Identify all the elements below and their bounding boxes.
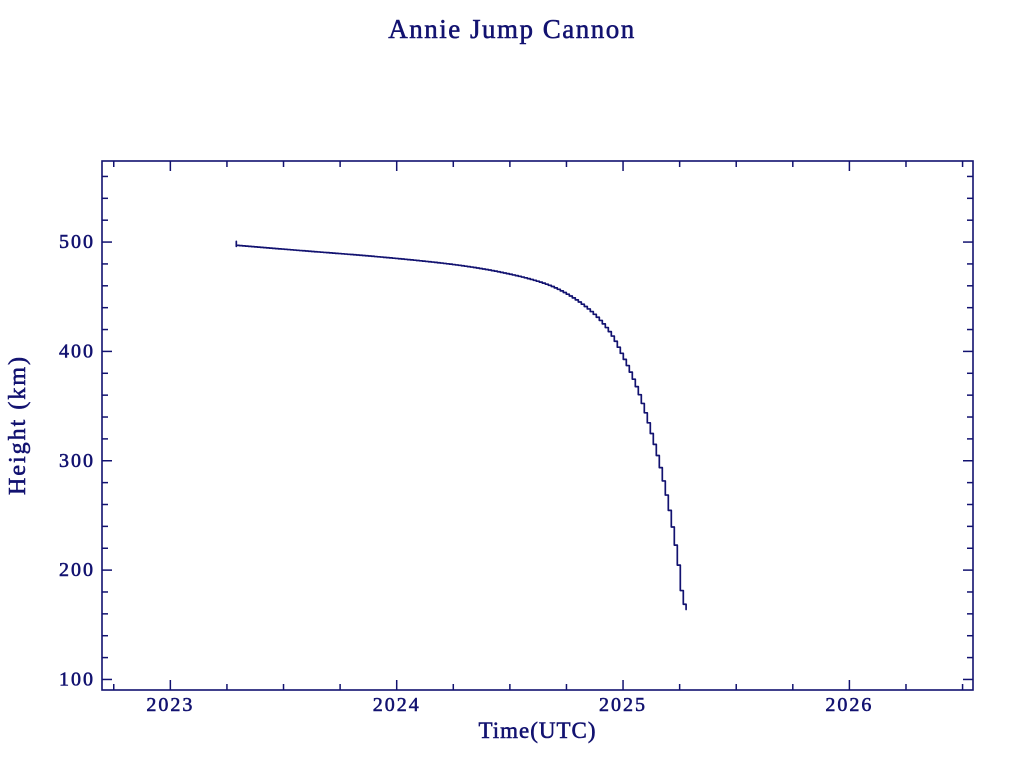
svg-text:Annie Jump Cannon: Annie Jump Cannon	[388, 14, 636, 44]
svg-text:500: 500	[59, 231, 95, 253]
svg-text:Height (km): Height (km)	[5, 355, 31, 495]
svg-text:2026: 2026	[825, 694, 873, 716]
svg-text:300: 300	[59, 450, 95, 472]
svg-text:Time(UTC): Time(UTC)	[478, 718, 596, 743]
svg-text:2023: 2023	[146, 694, 194, 716]
svg-text:400: 400	[59, 340, 95, 362]
svg-text:100: 100	[59, 668, 95, 690]
svg-text:2025: 2025	[599, 694, 647, 716]
svg-text:200: 200	[59, 559, 95, 581]
svg-text:2024: 2024	[373, 694, 421, 716]
